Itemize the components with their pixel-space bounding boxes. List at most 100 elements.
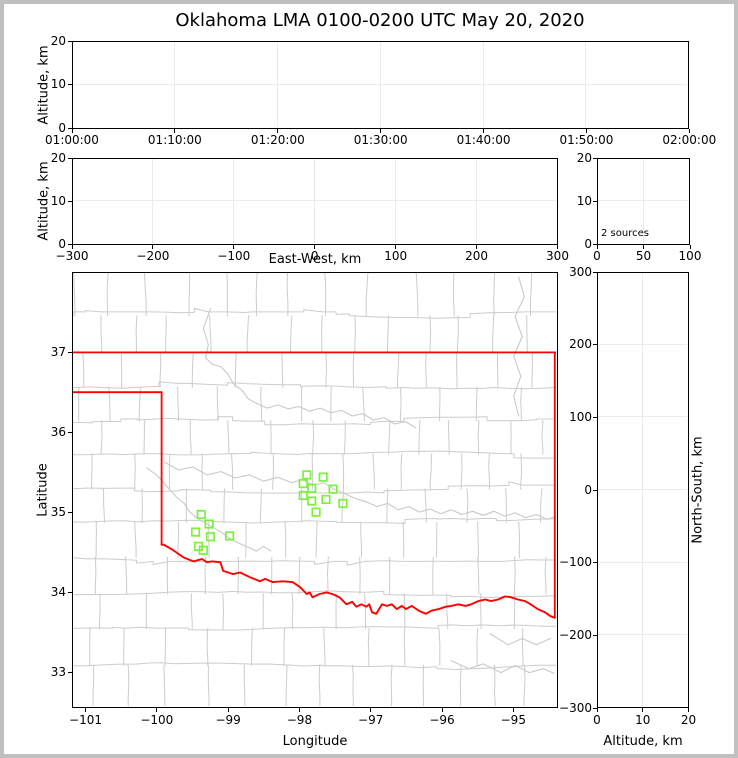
ns-height-panel bbox=[597, 272, 689, 708]
county-line bbox=[99, 593, 101, 630]
ew-axis-tick bbox=[71, 244, 73, 249]
county-line bbox=[190, 593, 193, 630]
county-line bbox=[453, 273, 455, 317]
time-axis-tick bbox=[277, 128, 279, 133]
lma-station-marker bbox=[196, 509, 206, 520]
county-line bbox=[457, 315, 459, 353]
lon-axis-tick bbox=[156, 708, 158, 712]
county-line bbox=[102, 488, 105, 523]
ns-alt-axis-label: 0 bbox=[593, 712, 601, 727]
county-line bbox=[191, 351, 194, 388]
ns-alt-axis-tick bbox=[688, 708, 689, 712]
gridline-h bbox=[598, 416, 687, 418]
county-line bbox=[477, 420, 480, 455]
county-line bbox=[216, 386, 219, 422]
county-line bbox=[525, 315, 528, 353]
county-line bbox=[255, 273, 258, 317]
county-line bbox=[323, 628, 326, 666]
county-line bbox=[531, 351, 534, 388]
county-line bbox=[291, 593, 294, 630]
gridline-h bbox=[598, 489, 687, 490]
lon-axis-label: −100 bbox=[140, 712, 174, 727]
county-line bbox=[363, 593, 366, 630]
lma-station-marker bbox=[302, 470, 312, 480]
county-line bbox=[352, 665, 354, 706]
ew-height-y-tick bbox=[68, 200, 72, 202]
state-border-layer bbox=[73, 351, 556, 619]
gridline-h bbox=[598, 343, 687, 345]
lat-axis-label: 33 bbox=[50, 664, 66, 679]
lma-station-marker bbox=[298, 490, 308, 501]
county-line bbox=[330, 386, 333, 422]
county-line bbox=[165, 315, 167, 353]
hist-y-tick bbox=[593, 244, 597, 245]
county-line bbox=[163, 665, 166, 706]
ew-axis-label: 300 bbox=[546, 249, 569, 263]
county-line bbox=[388, 556, 391, 595]
county-line bbox=[126, 665, 130, 706]
county-line bbox=[459, 665, 463, 706]
county-line bbox=[95, 522, 98, 558]
ew-axis-tick bbox=[476, 244, 478, 249]
ns-alt-axis-label: 20 bbox=[680, 712, 697, 727]
county-line bbox=[298, 556, 301, 595]
county-line bbox=[208, 315, 212, 353]
county-line bbox=[362, 386, 365, 422]
lon-axis-label: −98 bbox=[286, 712, 313, 727]
county-line bbox=[446, 593, 449, 630]
ns-y-label: −100 bbox=[559, 555, 592, 570]
time-height-y-label: 0 bbox=[58, 121, 66, 135]
time-axis-tick bbox=[71, 128, 73, 133]
county-line bbox=[438, 628, 441, 666]
county-line bbox=[227, 420, 230, 455]
lon-axis-label: −95 bbox=[500, 712, 526, 727]
county-line bbox=[272, 453, 274, 490]
lma-station-marker bbox=[307, 496, 317, 506]
ns-y-label: 200 bbox=[569, 337, 592, 352]
county-line bbox=[73, 414, 556, 426]
county-line bbox=[143, 273, 147, 317]
red-river-border bbox=[160, 543, 556, 619]
lma-station-marker bbox=[307, 483, 317, 493]
hist-axis-label: 0 bbox=[593, 249, 601, 263]
time-height-y-label: 10 bbox=[50, 77, 66, 92]
ew-height-y-label: 10 bbox=[50, 193, 66, 208]
county-line bbox=[492, 315, 495, 353]
county-line bbox=[206, 628, 209, 666]
ns-alt-axis-label: 10 bbox=[635, 712, 651, 727]
county-line bbox=[125, 556, 128, 595]
county-line bbox=[514, 556, 516, 595]
county-line bbox=[106, 273, 109, 317]
river bbox=[450, 660, 555, 674]
county-line bbox=[387, 315, 389, 353]
ew-axis-label: −300 bbox=[55, 249, 89, 263]
time-axis-label: 01:30:00 bbox=[353, 133, 408, 147]
county-line bbox=[135, 315, 138, 353]
time-axis-label: 01:00:00 bbox=[45, 133, 99, 147]
gridline-h bbox=[73, 83, 688, 85]
lon-axis-label: −97 bbox=[358, 712, 384, 727]
county-line bbox=[397, 351, 400, 388]
ns-y-label: 100 bbox=[569, 409, 592, 424]
ew-axis-tick bbox=[152, 244, 154, 249]
lma-station-marker bbox=[311, 507, 321, 517]
county-line bbox=[324, 351, 327, 388]
ns-y-label: 300 bbox=[569, 264, 592, 279]
county-line bbox=[447, 420, 450, 455]
ns-y-tick bbox=[593, 489, 597, 491]
county-line bbox=[133, 522, 137, 558]
time-height-y-tick bbox=[68, 84, 72, 86]
lat-axis-label: 36 bbox=[50, 424, 66, 439]
county-line bbox=[73, 307, 556, 319]
oklahoma-map bbox=[73, 273, 556, 706]
lat-axis-tick bbox=[68, 591, 72, 593]
lat-axis-label: 37 bbox=[50, 344, 66, 359]
county-line bbox=[251, 628, 254, 666]
lma-station-marker bbox=[298, 478, 308, 489]
ns-y-tick bbox=[593, 416, 597, 418]
rivers-layer bbox=[146, 276, 556, 674]
time-axis-tick bbox=[688, 128, 690, 133]
county-line bbox=[94, 556, 97, 595]
ew-axis-tick bbox=[233, 244, 235, 249]
ns-y-tick bbox=[593, 634, 597, 636]
